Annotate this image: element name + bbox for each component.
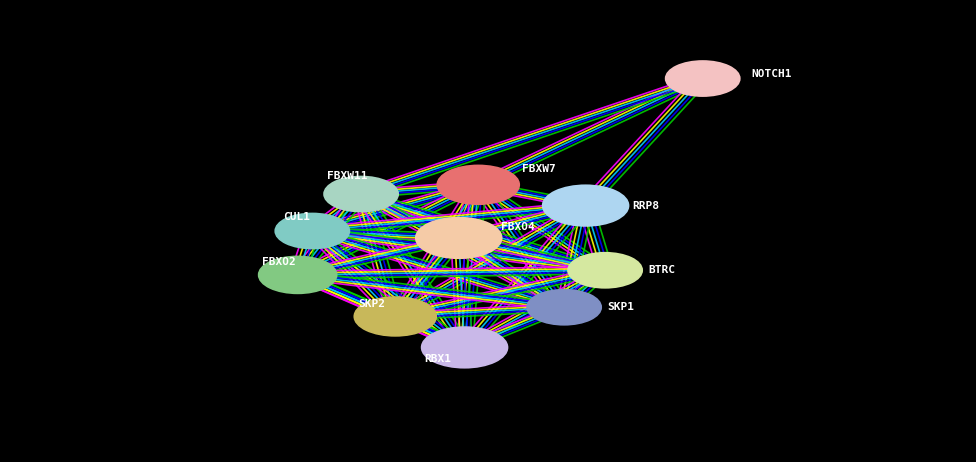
Circle shape: [666, 61, 740, 96]
Text: FBXW11: FBXW11: [327, 171, 367, 182]
Text: RBX1: RBX1: [425, 354, 452, 365]
Text: RRP8: RRP8: [632, 201, 660, 211]
Circle shape: [422, 327, 508, 368]
Text: SKP2: SKP2: [358, 298, 386, 309]
Circle shape: [527, 290, 601, 325]
Text: FBXO4: FBXO4: [501, 222, 535, 232]
Circle shape: [568, 253, 642, 288]
Circle shape: [543, 185, 629, 226]
Circle shape: [354, 297, 436, 336]
Text: NOTCH1: NOTCH1: [752, 69, 792, 79]
Circle shape: [275, 213, 349, 249]
Circle shape: [259, 256, 337, 293]
Text: SKP1: SKP1: [607, 302, 634, 312]
Text: FBXW7: FBXW7: [522, 164, 556, 174]
Circle shape: [416, 218, 502, 258]
Text: BTRC: BTRC: [648, 265, 675, 275]
Text: FBXO2: FBXO2: [262, 257, 296, 267]
Text: CUL1: CUL1: [283, 212, 310, 222]
Circle shape: [437, 165, 519, 204]
Circle shape: [324, 176, 398, 212]
